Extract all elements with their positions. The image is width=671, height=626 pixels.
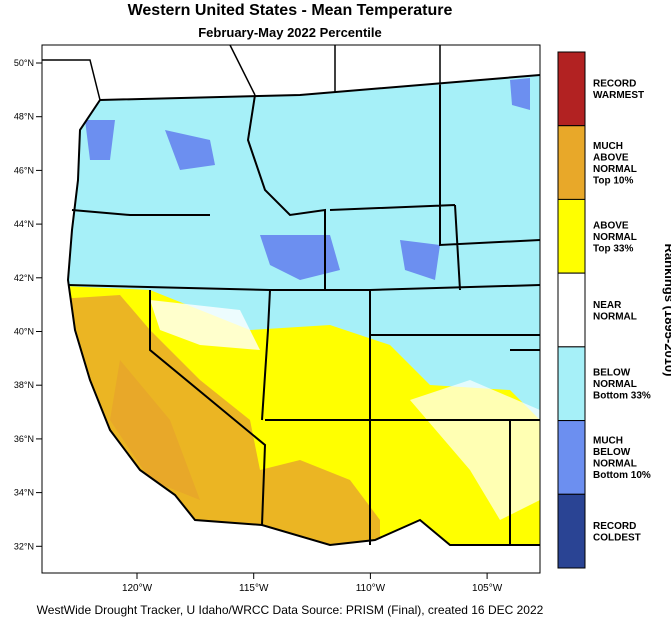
latitude-label: 34°N bbox=[14, 488, 34, 498]
longitude-label: 120°W bbox=[122, 583, 153, 594]
legend-label: ABOVE bbox=[593, 152, 629, 163]
title: Western United States - Mean Temperature bbox=[128, 2, 453, 19]
legend-title: Rankings (1895-2010) bbox=[662, 244, 671, 377]
legend-swatch bbox=[557, 272, 586, 348]
longitude-label: 115°W bbox=[239, 583, 269, 594]
legend-label: NORMAL bbox=[593, 164, 637, 175]
legend-label: MUCH bbox=[593, 436, 623, 447]
legend-swatch bbox=[557, 420, 586, 495]
shading bbox=[68, 75, 540, 545]
latitude-label: 38°N bbox=[14, 380, 34, 390]
latitude-label: 42°N bbox=[14, 273, 34, 283]
near-normal-area bbox=[410, 380, 540, 520]
legend-label: Bottom 10% bbox=[593, 470, 651, 481]
latitude-label: 40°N bbox=[14, 327, 34, 337]
latitude-label: 46°N bbox=[14, 165, 34, 175]
country-borders bbox=[42, 45, 441, 101]
longitude-label: 105°W bbox=[472, 583, 503, 594]
footer: WestWide Drought Tracker, U Idaho/WRCC D… bbox=[37, 603, 544, 617]
subtitle: February-May 2022 Percentile bbox=[198, 25, 382, 40]
legend-swatch bbox=[557, 198, 586, 274]
legend-label: NORMAL bbox=[593, 459, 637, 470]
legend-swatch bbox=[557, 346, 586, 422]
state-borders bbox=[66, 74, 540, 547]
latitude-label: 48°N bbox=[14, 112, 34, 122]
much-below-area bbox=[260, 235, 340, 280]
legend-label: BELOW bbox=[593, 368, 631, 379]
axis-ticks: 50°N 48°N 46°N 44°N 42°N 40°N 38°N 36°N 34°N 32°N… bbox=[14, 58, 503, 594]
near-normal-area bbox=[150, 300, 260, 350]
legend-label: Top 10% bbox=[593, 175, 633, 186]
legend-label: MUCH bbox=[593, 141, 623, 152]
much-above-area bbox=[110, 360, 200, 500]
legend-label: NORMAL bbox=[593, 232, 637, 243]
legend-swatch bbox=[557, 125, 586, 200]
latitude-label: 32°N bbox=[14, 541, 34, 551]
legend-label: COLDEST bbox=[593, 532, 641, 543]
legend-label: Bottom 33% bbox=[593, 391, 651, 402]
legend-label: NEAR bbox=[593, 300, 622, 311]
much-below-area bbox=[400, 240, 440, 280]
legend-label: RECORD bbox=[593, 521, 636, 532]
legend-label: ABOVE bbox=[593, 220, 629, 231]
legend-label: NORMAL bbox=[593, 379, 637, 390]
latitude-label: 36°N bbox=[14, 434, 34, 444]
much-below-area bbox=[85, 120, 115, 160]
latitude-label: 44°N bbox=[14, 219, 34, 229]
legend-label: WARMEST bbox=[593, 90, 644, 101]
map-area bbox=[42, 45, 540, 573]
legend-swatch bbox=[557, 493, 586, 569]
much-below-area bbox=[510, 78, 530, 110]
legend-label: BELOW bbox=[593, 447, 631, 458]
legend-label: Top 33% bbox=[593, 243, 633, 254]
latitude-label: 50°N bbox=[14, 58, 34, 68]
longitude-label: 110°W bbox=[356, 583, 386, 594]
legend-label: RECORD bbox=[593, 79, 636, 90]
map-frame bbox=[41, 44, 541, 574]
much-below-area bbox=[165, 130, 215, 170]
legend-label: NORMAL bbox=[593, 311, 637, 322]
legend-swatch bbox=[557, 51, 586, 127]
